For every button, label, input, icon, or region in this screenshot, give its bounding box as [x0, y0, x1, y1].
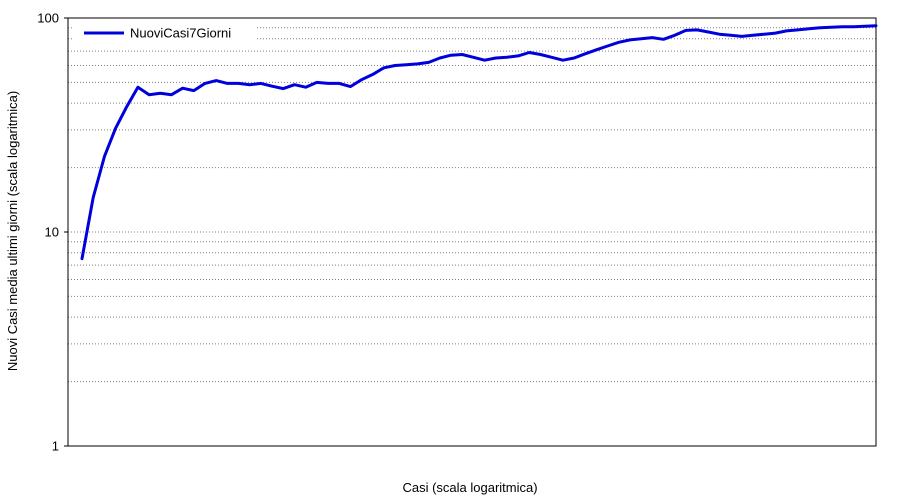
- y-tick-label: 100: [37, 11, 59, 26]
- plot-area: [67, 17, 877, 447]
- y-axis-ticks: 1 10 100: [37, 11, 68, 454]
- grid-lines: [68, 27, 876, 383]
- series-line-NuoviCasi7Giorni: [80, 24, 878, 261]
- x-axis-title: Casi (scala logaritmica): [402, 480, 537, 495]
- series-layer: [80, 24, 878, 261]
- y-axis-title: Nuovi Casi media ultimi giorni (scala lo…: [5, 91, 20, 371]
- legend-box: [72, 21, 257, 49]
- y-tick-label: 10: [45, 225, 59, 240]
- legend: NuoviCasi7Giorni: [72, 21, 257, 49]
- y-tick-label: 1: [52, 439, 59, 454]
- legend-entry: NuoviCasi7Giorni: [130, 26, 231, 41]
